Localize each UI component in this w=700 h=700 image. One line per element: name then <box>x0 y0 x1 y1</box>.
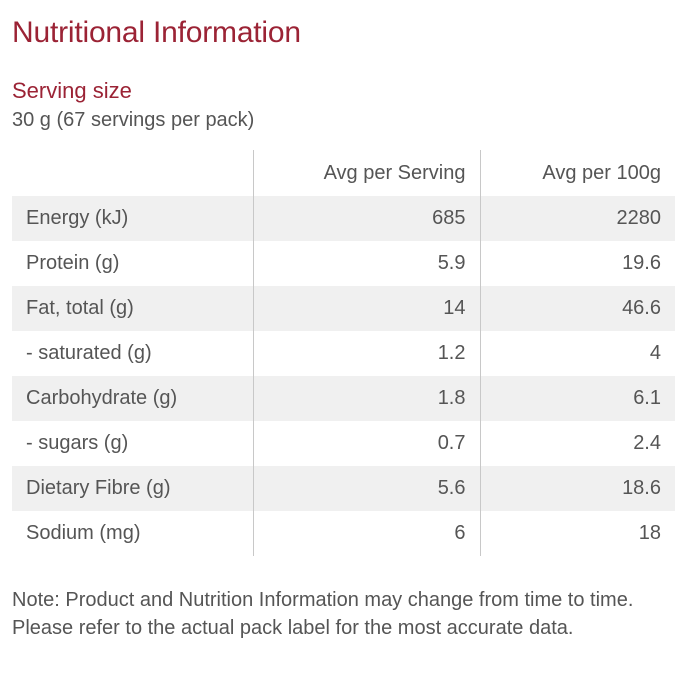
per-serving-value: 0.7 <box>252 421 480 466</box>
per-100g-value: 6.1 <box>479 376 675 421</box>
per-100g-value: 19.6 <box>479 241 675 286</box>
per-serving-value: 5.6 <box>252 466 480 511</box>
table-header-row: Avg per Serving Avg per 100g <box>12 150 675 196</box>
nutrient-label: - saturated (g) <box>12 331 253 376</box>
nutrient-label: Dietary Fibre (g) <box>12 466 253 511</box>
page-title: Nutritional Information <box>12 16 301 49</box>
per-100g-value: 46.6 <box>479 286 675 331</box>
per-100g-value: 18 <box>479 511 675 556</box>
per-100g-value: 2.4 <box>479 421 675 466</box>
table-row: Fat, total (g) 14 46.6 <box>12 286 675 331</box>
per-serving-value: 1.8 <box>252 376 480 421</box>
disclaimer-note: Note: Product and Nutrition Information … <box>12 589 634 639</box>
per-serving-value: 1.2 <box>252 331 480 376</box>
nutrient-label: Sodium (mg) <box>12 511 253 556</box>
serving-size-value: 30 g (67 servings per pack) <box>12 109 255 131</box>
nutrient-label: Protein (g) <box>12 241 253 286</box>
table-row: Protein (g) 5.9 19.6 <box>12 241 675 286</box>
table-row: Sodium (mg) 6 18 <box>12 511 675 556</box>
per-serving-value: 14 <box>252 286 480 331</box>
nutrient-label: - sugars (g) <box>12 421 253 466</box>
table-row: - saturated (g) 1.2 4 <box>12 331 675 376</box>
nutrition-table: Avg per Serving Avg per 100g Energy (kJ)… <box>12 150 675 556</box>
per-100g-value: 18.6 <box>479 466 675 511</box>
header-nutrient <box>12 150 253 196</box>
table-row: Carbohydrate (g) 1.8 6.1 <box>12 376 675 421</box>
per-100g-value: 2280 <box>479 196 675 241</box>
serving-size-heading: Serving size <box>12 78 132 103</box>
header-avg-per-serving: Avg per Serving <box>252 150 480 196</box>
nutrient-label: Fat, total (g) <box>12 286 253 331</box>
table-row: Energy (kJ) 685 2280 <box>12 196 675 241</box>
per-serving-value: 6 <box>252 511 480 556</box>
table-row: Dietary Fibre (g) 5.6 18.6 <box>12 466 675 511</box>
per-serving-value: 5.9 <box>252 241 480 286</box>
header-avg-per-100g: Avg per 100g <box>479 150 675 196</box>
per-100g-value: 4 <box>479 331 675 376</box>
nutrient-label: Carbohydrate (g) <box>12 376 253 421</box>
per-serving-value: 685 <box>252 196 480 241</box>
table-row: - sugars (g) 0.7 2.4 <box>12 421 675 466</box>
nutrient-label: Energy (kJ) <box>12 196 253 241</box>
